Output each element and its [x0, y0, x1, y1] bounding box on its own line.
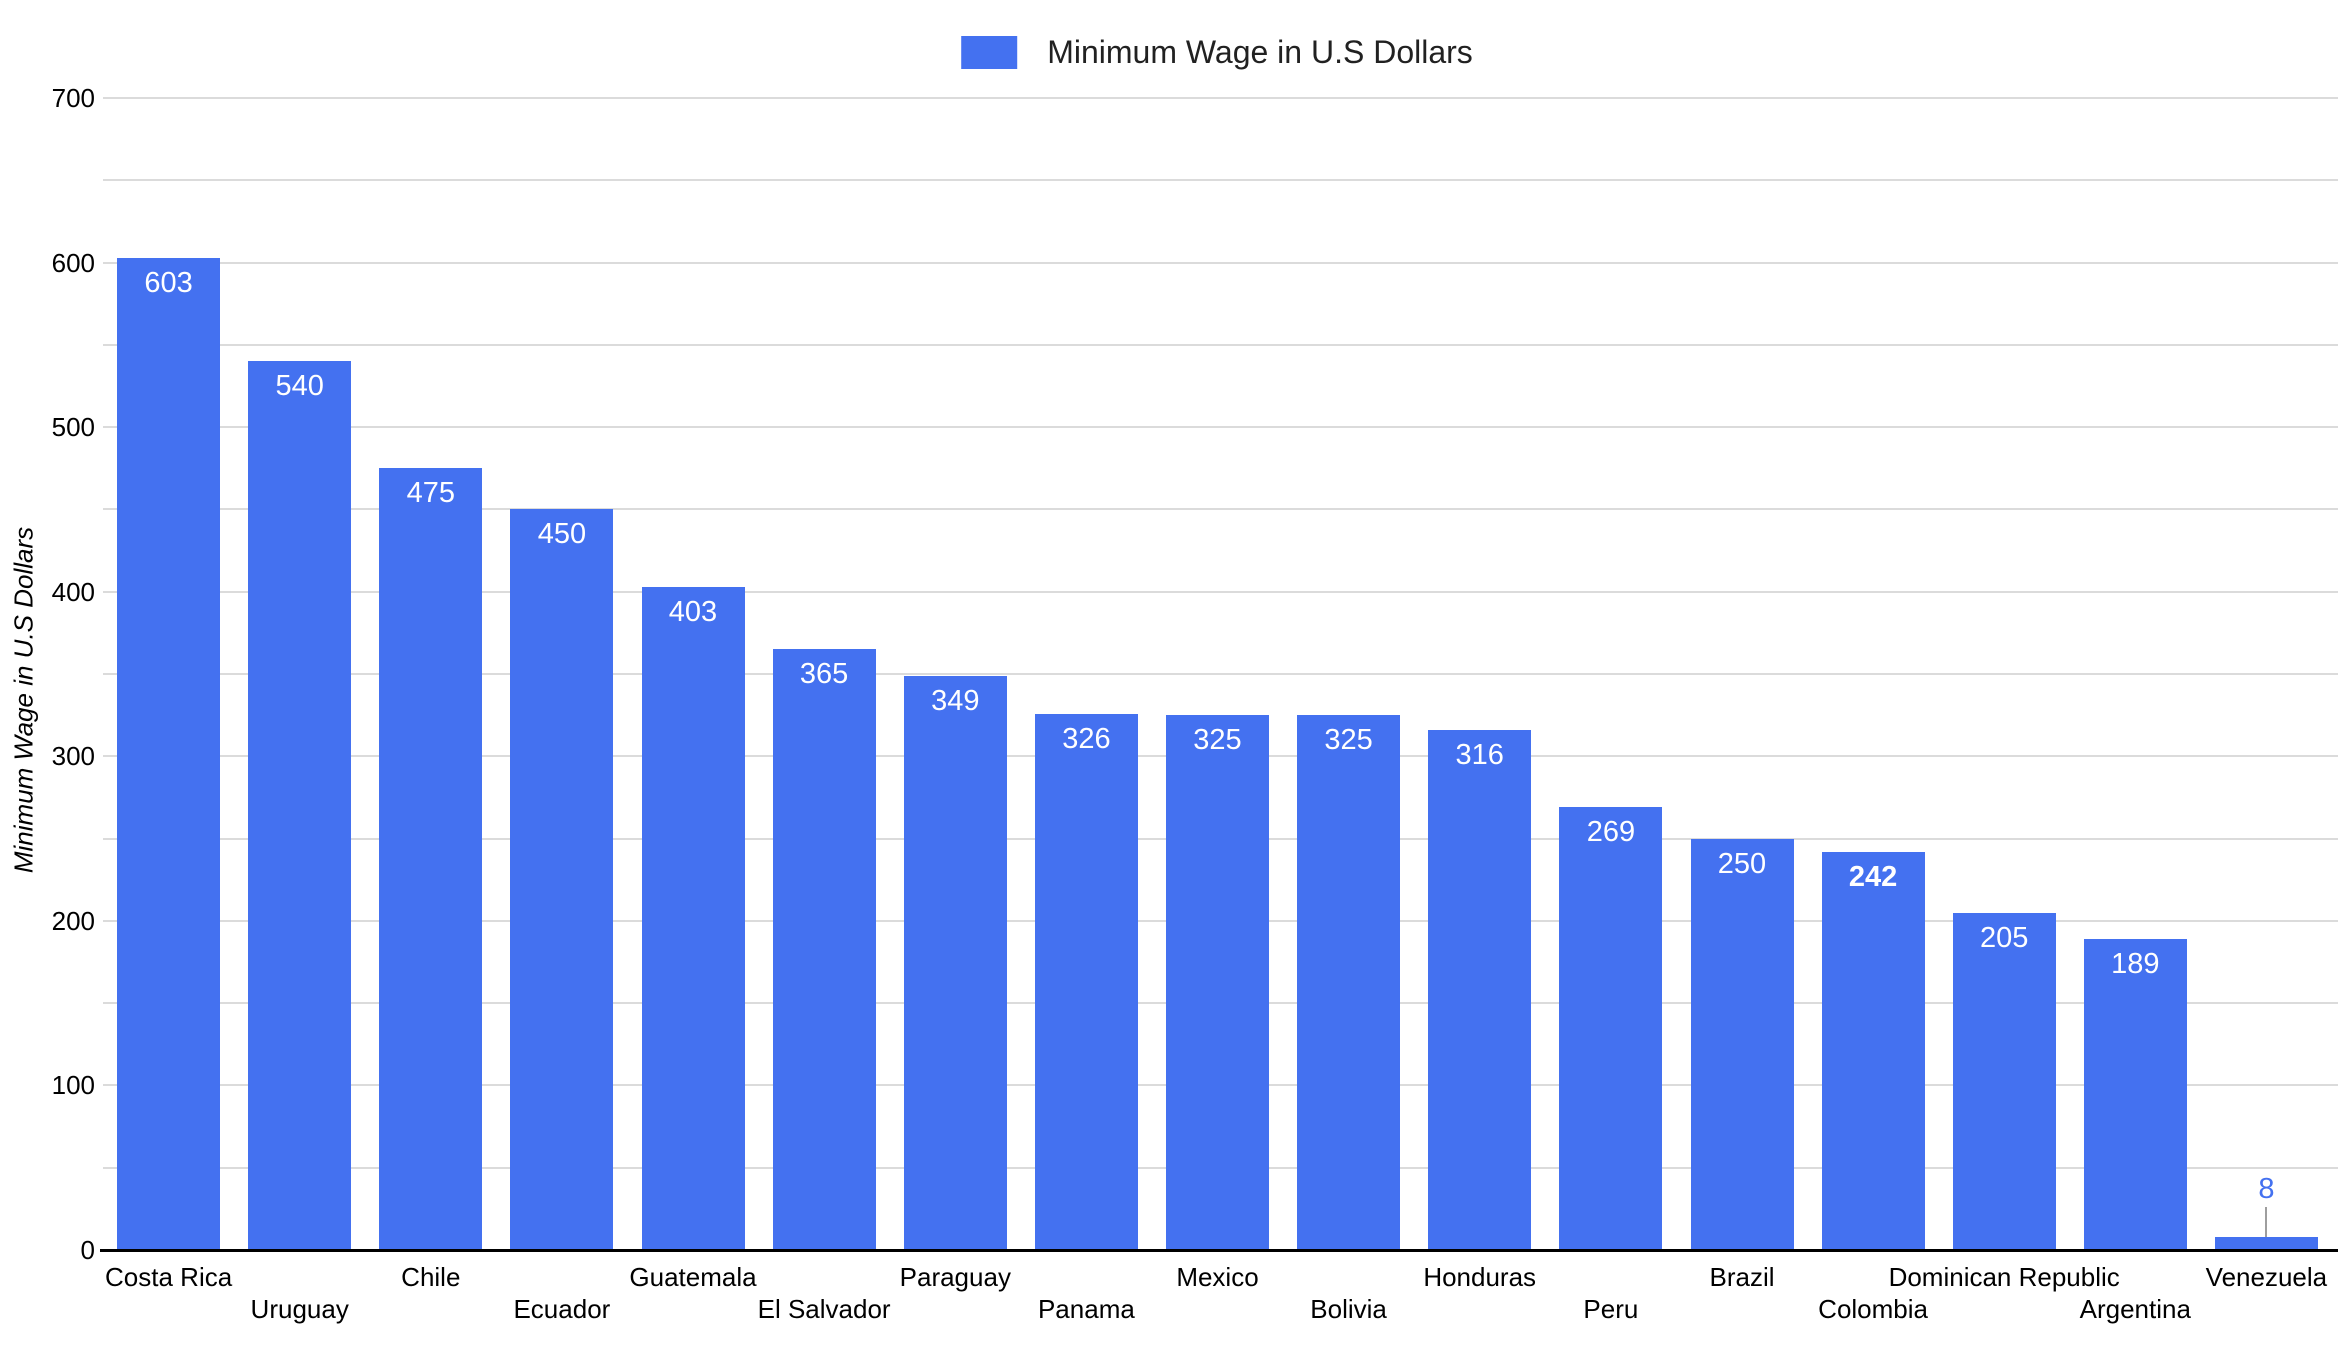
y-axis-tick-label: 200 — [51, 906, 95, 936]
y-axis-tick-label: 400 — [51, 577, 95, 607]
bar-argentina[interactable]: 189 — [2083, 939, 2187, 1250]
legend-label: Minimum Wage in U.S Dollars — [1047, 33, 1473, 70]
bar-value-label: 189 — [2111, 948, 2160, 980]
bar-paraguay[interactable]: 349 — [903, 675, 1007, 1250]
bar-honduras[interactable]: 316 — [1428, 730, 1532, 1250]
bar-value-label: 316 — [1455, 739, 1504, 771]
bar-value-label: 326 — [1062, 722, 1111, 755]
x-axis-label-bolivia: Bolivia — [1310, 1294, 1387, 1324]
x-axis-label-honduras: Honduras — [1423, 1262, 1537, 1292]
bar-value-label: 403 — [668, 595, 718, 628]
bar-el-salvador[interactable]: 365 — [772, 649, 876, 1250]
x-axis-label-colombia: Colombia — [1818, 1294, 1928, 1324]
bar-bolivia[interactable]: 325 — [1297, 715, 1401, 1250]
legend[interactable]: Minimum Wage in U.S Dollars — [961, 28, 1473, 76]
x-axis-line — [100, 1249, 2338, 1252]
gridline — [103, 508, 2338, 510]
bar-value-label: 325 — [1324, 724, 1373, 757]
x-axis-label-costa-rica: Costa Rica — [105, 1262, 233, 1292]
x-axis-label-chile: Chile — [401, 1262, 461, 1292]
gridline — [103, 262, 2338, 264]
gridline — [103, 179, 2338, 181]
gridline — [103, 673, 2338, 675]
x-axis-label-peru: Peru — [1583, 1294, 1639, 1324]
bar-peru[interactable]: 269 — [1559, 807, 1663, 1250]
bar-value-label: 365 — [799, 658, 849, 691]
gridline — [103, 591, 2338, 593]
x-axis-label-dominican-republic: Dominican Republic — [1888, 1262, 2120, 1292]
gridline — [103, 344, 2338, 346]
y-axis-tick-label: 500 — [51, 412, 95, 442]
bar-dominican-republic[interactable]: 205 — [1952, 912, 2056, 1250]
bar-value-label: 250 — [1717, 847, 1767, 880]
x-axis-label-el-salvador: El Salvador — [757, 1294, 891, 1324]
bar-panama[interactable]: 326 — [1034, 713, 1138, 1250]
x-axis-label-paraguay: Paraguay — [899, 1262, 1011, 1292]
bar-value-label: 8 — [2258, 1172, 2275, 1205]
bar-value-label: 349 — [931, 684, 980, 717]
x-axis-label-guatemala: Guatemala — [629, 1262, 757, 1292]
y-axis-tick-label: 300 — [51, 741, 95, 771]
annotation-stem — [2265, 1206, 2268, 1237]
x-axis-label-brazil: Brazil — [1709, 1262, 1775, 1292]
bar-brazil[interactable]: 250 — [1690, 838, 1794, 1250]
bar-value-label: 603 — [144, 266, 193, 299]
bar-guatemala[interactable]: 403 — [641, 586, 745, 1250]
y-axis-tick-label: 600 — [51, 248, 95, 278]
bar-value-label: 540 — [275, 370, 324, 403]
y-axis-tick-label: 700 — [51, 83, 95, 113]
bar-chile[interactable]: 475 — [379, 468, 483, 1250]
bar-value-label: 242 — [1848, 860, 1898, 893]
bar-value-label: 269 — [1586, 816, 1636, 849]
x-axis-label-argentina: Argentina — [2079, 1294, 2191, 1324]
gridline — [103, 426, 2338, 428]
bar-value-label: 325 — [1193, 724, 1242, 757]
x-axis-label-uruguay: Uruguay — [250, 1294, 349, 1324]
bar-uruguay[interactable]: 540 — [248, 361, 352, 1250]
bar-costa-rica[interactable]: 603 — [117, 257, 221, 1250]
x-axis-label-venezuela: Venezuela — [2205, 1262, 2328, 1292]
x-axis-label-mexico: Mexico — [1176, 1262, 1259, 1292]
bar-colombia[interactable]: 242 — [1821, 851, 1925, 1250]
bar-value-label: 475 — [406, 477, 455, 510]
bar-venezuela[interactable] — [2214, 1236, 2318, 1250]
bar-mexico[interactable]: 325 — [1166, 715, 1269, 1250]
legend-swatch-icon — [961, 35, 1018, 69]
x-axis-label-panama: Panama — [1037, 1294, 1135, 1324]
y-axis-tick-label: 0 — [80, 1235, 95, 1265]
bar-value-label: 205 — [1979, 921, 2029, 954]
bar-ecuador[interactable]: 450 — [510, 509, 614, 1250]
bar-value-label: 450 — [537, 518, 587, 551]
y-axis-tick-label: 100 — [51, 1070, 95, 1100]
x-axis-label-ecuador: Ecuador — [513, 1294, 611, 1324]
gridline — [103, 97, 2338, 99]
